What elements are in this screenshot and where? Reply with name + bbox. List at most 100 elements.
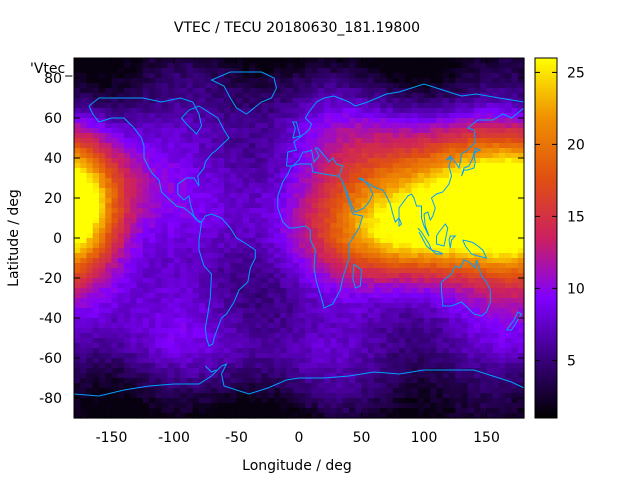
heatmap-cell xyxy=(386,368,394,374)
heatmap-cell xyxy=(399,208,406,214)
heatmap-cell xyxy=(192,358,200,364)
heatmap-cell xyxy=(99,288,106,294)
heatmap-cell xyxy=(261,73,269,79)
heatmap-cell xyxy=(199,303,206,309)
heatmap-cell xyxy=(386,68,394,74)
heatmap-cell xyxy=(417,143,425,149)
heatmap-cell xyxy=(224,178,231,184)
heatmap-cell xyxy=(492,238,500,244)
heatmap-cell xyxy=(99,188,106,194)
heatmap-cell xyxy=(74,78,81,84)
heatmap-cell xyxy=(130,178,138,184)
heatmap-cell xyxy=(149,263,156,269)
heatmap-cell xyxy=(311,298,319,304)
heatmap-cell xyxy=(261,253,269,259)
heatmap-cell xyxy=(99,403,106,409)
heatmap-cell xyxy=(505,203,513,209)
heatmap-cell xyxy=(186,313,194,319)
heatmap-cell xyxy=(392,348,400,354)
heatmap-cell xyxy=(217,323,225,329)
heatmap-cell xyxy=(174,293,181,299)
heatmap-cell xyxy=(349,118,356,124)
heatmap-cell xyxy=(124,218,131,224)
heatmap-cell xyxy=(199,63,206,69)
heatmap-cell xyxy=(261,378,269,384)
heatmap-cell xyxy=(211,103,219,109)
heatmap-cell xyxy=(86,223,94,229)
heatmap-cell xyxy=(449,243,456,249)
heatmap-cell xyxy=(242,208,250,214)
heatmap-cell xyxy=(280,253,288,259)
heatmap-cell xyxy=(374,243,381,249)
heatmap-cell xyxy=(224,98,231,104)
heatmap-cell xyxy=(86,383,94,389)
heatmap-cell xyxy=(92,323,100,329)
heatmap-cell xyxy=(417,278,425,284)
heatmap-cell xyxy=(155,93,163,99)
heatmap-cell xyxy=(292,228,300,234)
heatmap-cell xyxy=(142,128,150,134)
heatmap-cell xyxy=(467,238,475,244)
heatmap-cell xyxy=(205,393,213,399)
heatmap-cell xyxy=(242,203,250,209)
heatmap-cell xyxy=(386,338,394,344)
heatmap-cell xyxy=(324,363,331,369)
heatmap-cell xyxy=(261,123,269,129)
heatmap-cell xyxy=(474,333,481,339)
heatmap-cell xyxy=(499,163,506,169)
heatmap-cell xyxy=(186,388,194,394)
heatmap-cell xyxy=(261,333,269,339)
heatmap-cell xyxy=(117,138,125,144)
heatmap-cell xyxy=(180,278,188,284)
heatmap-cell xyxy=(267,263,275,269)
heatmap-cell xyxy=(130,163,138,169)
heatmap-cell xyxy=(374,93,381,99)
heatmap-cell xyxy=(217,118,225,124)
heatmap-cell xyxy=(461,353,469,359)
heatmap-cell xyxy=(180,238,188,244)
heatmap-cell xyxy=(511,178,519,184)
heatmap-cell xyxy=(449,308,456,314)
heatmap-cell xyxy=(436,383,444,389)
heatmap-cell xyxy=(305,288,313,294)
heatmap-cell xyxy=(261,168,269,174)
heatmap-cell xyxy=(492,388,500,394)
heatmap-cell xyxy=(330,73,338,79)
heatmap-cell xyxy=(374,158,381,164)
heatmap-cell xyxy=(174,268,181,274)
heatmap-cell xyxy=(399,113,406,119)
heatmap-cell xyxy=(286,178,294,184)
heatmap-cell xyxy=(149,238,156,244)
heatmap-cell xyxy=(480,388,488,394)
heatmap-cell xyxy=(424,83,431,89)
heatmap-cell xyxy=(474,58,481,64)
heatmap-cell xyxy=(224,298,231,304)
heatmap-cell xyxy=(430,228,438,234)
heatmap-cell xyxy=(492,123,500,129)
heatmap-cell xyxy=(180,63,188,69)
heatmap-cell xyxy=(199,193,206,199)
heatmap-cell xyxy=(86,153,94,159)
heatmap-cell xyxy=(142,228,150,234)
heatmap-cell xyxy=(355,203,363,209)
heatmap-cell xyxy=(467,108,475,114)
heatmap-cell xyxy=(111,368,119,374)
heatmap-cell xyxy=(105,108,113,114)
heatmap-cell xyxy=(511,298,519,304)
heatmap-cell xyxy=(117,363,125,369)
heatmap-cell xyxy=(236,278,244,284)
heatmap-cell xyxy=(305,143,313,149)
heatmap-cell xyxy=(492,353,500,359)
heatmap-cell xyxy=(417,68,425,74)
heatmap-cell xyxy=(499,273,506,279)
heatmap-cell xyxy=(242,128,250,134)
heatmap-cell xyxy=(205,323,213,329)
heatmap-cell xyxy=(274,168,281,174)
heatmap-cell xyxy=(111,143,119,149)
heatmap-cell xyxy=(467,93,475,99)
heatmap-cell xyxy=(449,363,456,369)
heatmap-cell xyxy=(224,173,231,179)
heatmap-cell xyxy=(292,188,300,194)
heatmap-cell xyxy=(261,128,269,134)
heatmap-cell xyxy=(486,228,494,234)
